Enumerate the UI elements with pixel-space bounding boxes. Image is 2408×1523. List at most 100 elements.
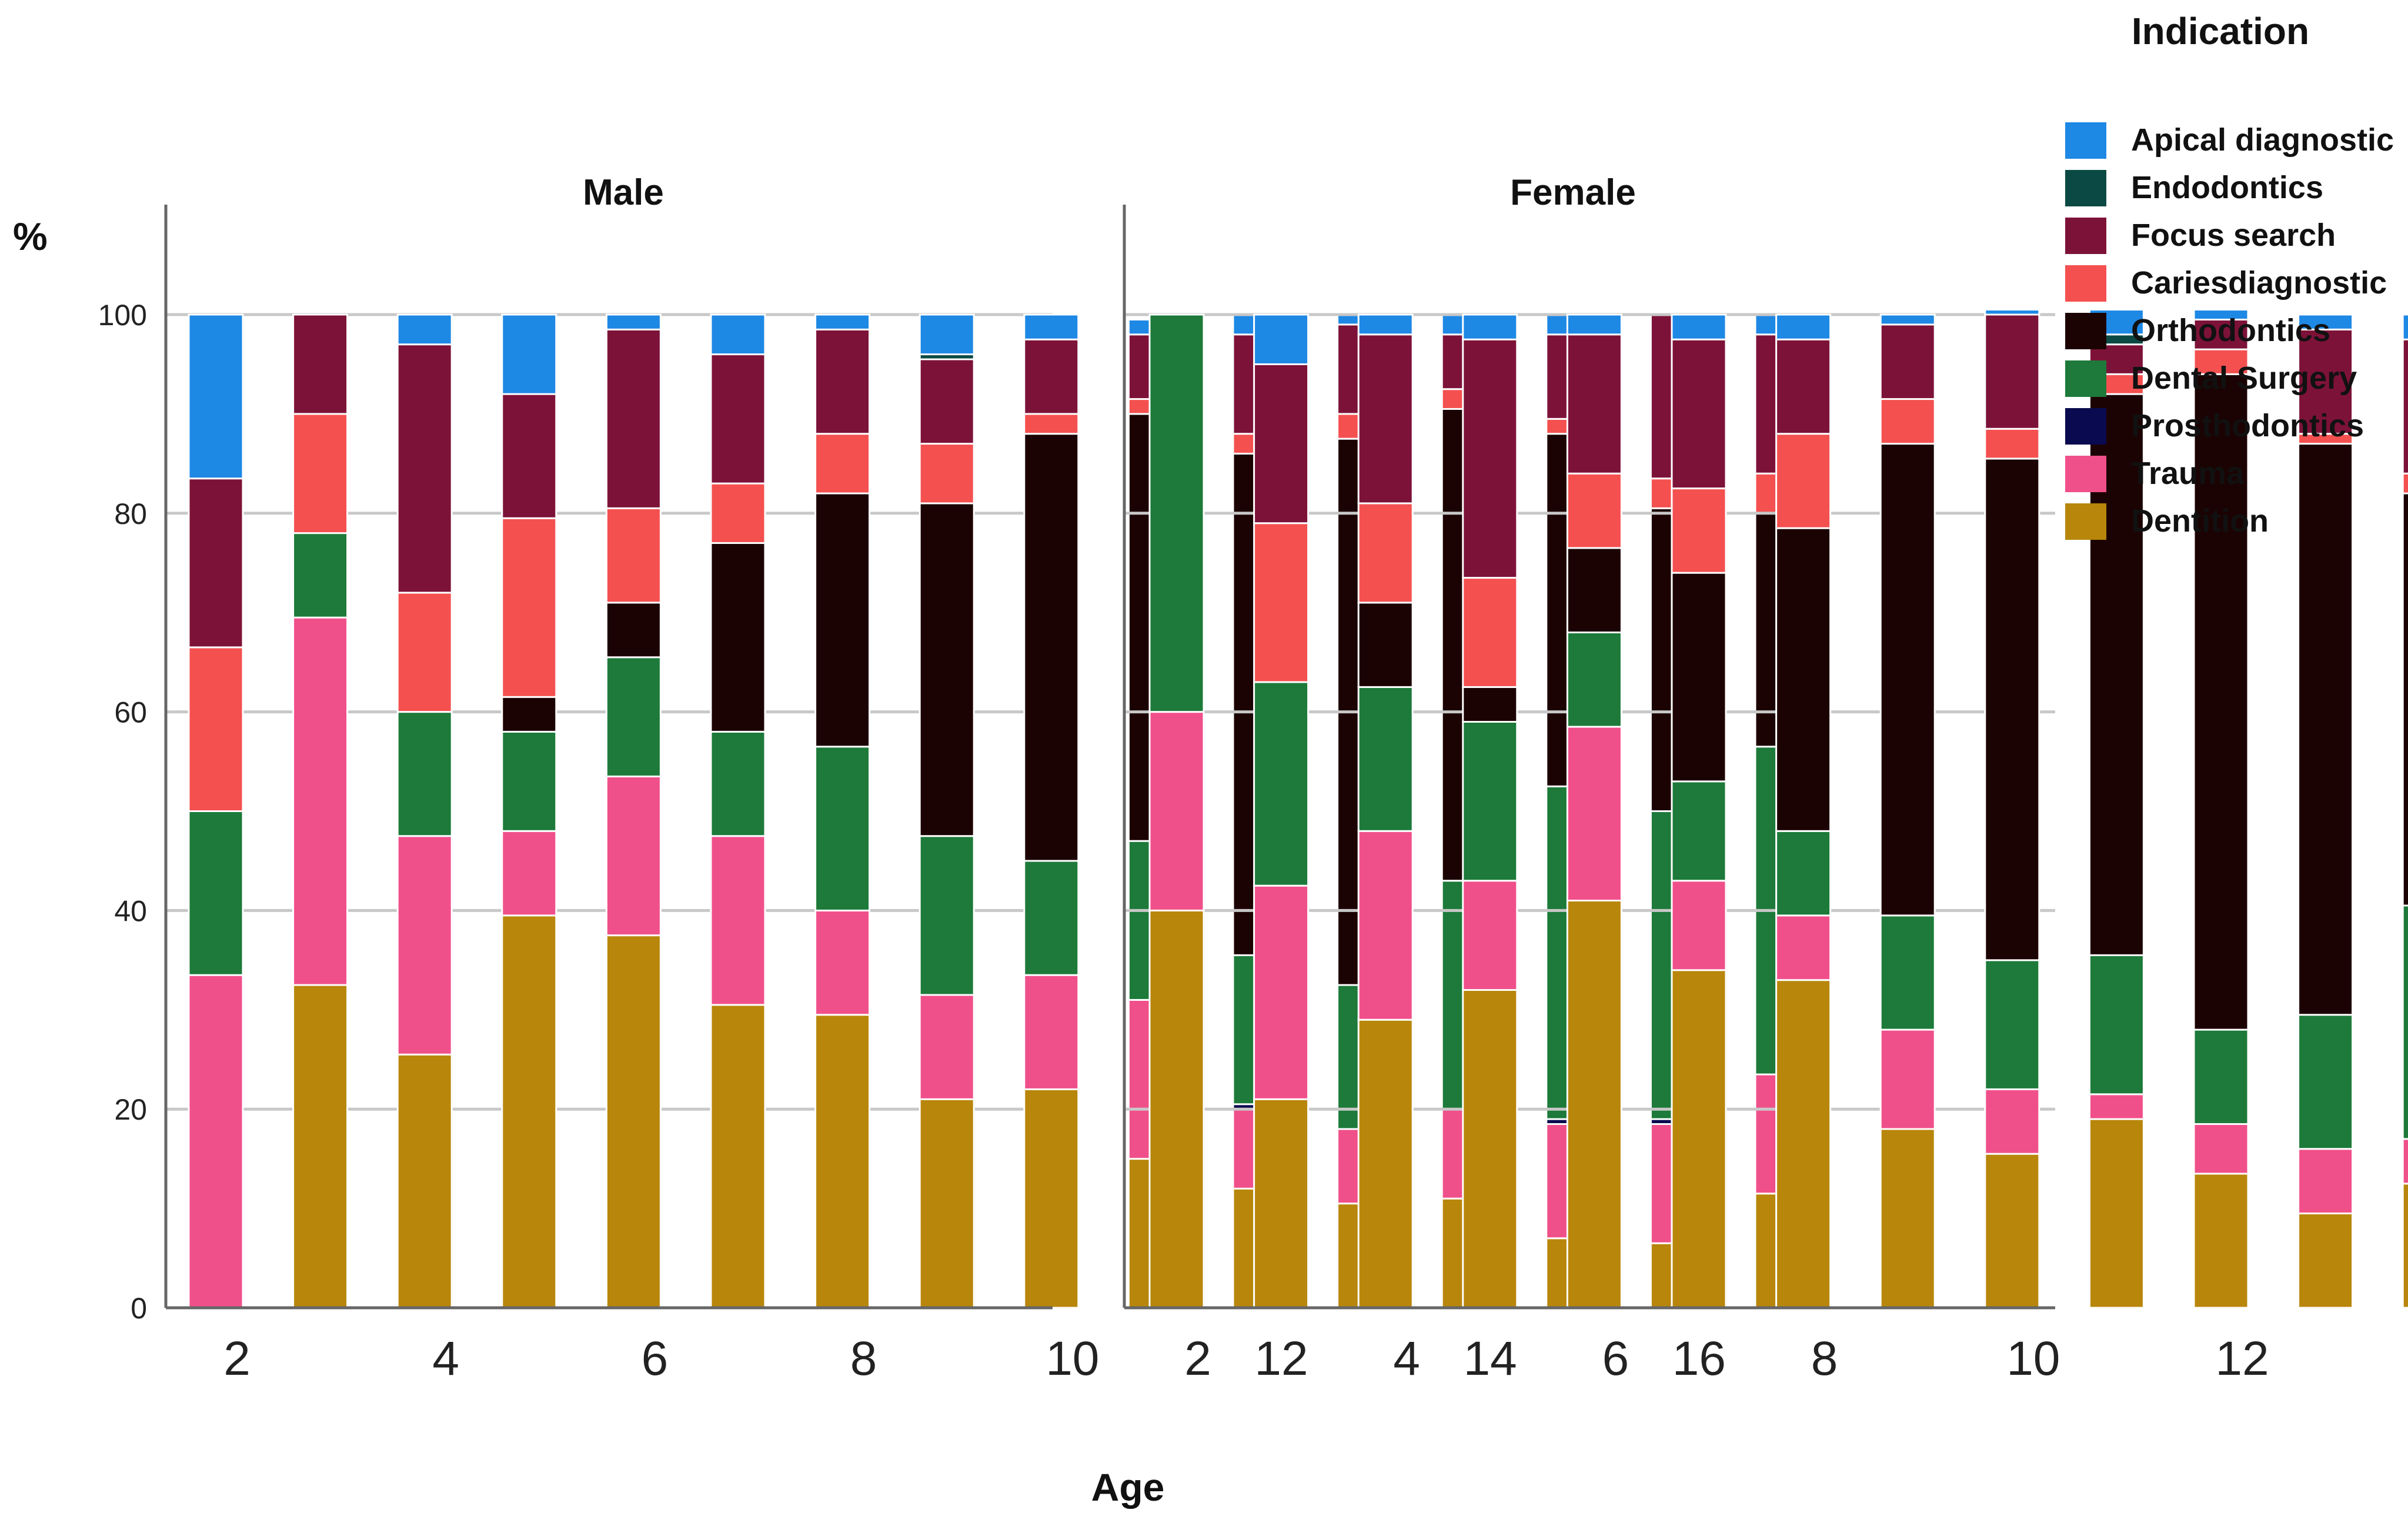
legend-swatch <box>2065 456 2106 492</box>
x-tick-label: 2 <box>1184 1332 1211 1385</box>
bar-segment-orthodontics-age-7 <box>710 542 766 733</box>
bar-segment-dental-surgery-age-5 <box>1462 720 1518 882</box>
bar-segment-trauma-age-5 <box>1462 880 1518 991</box>
bar-segment-dental-surgery-age-9 <box>919 835 975 996</box>
bar-segment-dentition-age-9 <box>919 1098 975 1309</box>
bar-segment-focus-search-age-2 <box>188 477 244 649</box>
bar-segment-orthodontics-age-6 <box>605 602 662 659</box>
bar-segment-cariesdiagnostic-age-5 <box>501 517 557 698</box>
legend-label: Orthodontics <box>2131 313 2330 348</box>
legend-swatch <box>2065 360 2106 397</box>
bar-segment-focus-search-age-7 <box>1671 338 1727 490</box>
bar-segment-cariesdiagnostic-age-2 <box>188 646 244 812</box>
bar-segment-focus-search-age-10 <box>1023 338 1080 415</box>
x-tick-label: 2 <box>223 1332 251 1385</box>
bar-segment-dentition-age-6 <box>605 934 662 1309</box>
bar-segment-focus-search-age-7 <box>710 353 766 485</box>
bar-segment-cariesdiagnostic-age-6 <box>1566 472 1622 549</box>
legend-entries: Apical diagnostic Endodontics Focus search… <box>2065 122 2394 540</box>
bar-segment-orthodontics-age-8 <box>814 492 871 748</box>
bar-segment-apical-diagnostic-age-5 <box>1462 313 1518 340</box>
x-tick-label: 6 <box>642 1332 669 1385</box>
bar-segment-trauma-age-8 <box>814 909 871 1016</box>
bar-segment-cariesdiagnostic-age-3 <box>1253 522 1310 683</box>
bar-segment-trauma-age-7 <box>710 835 766 1006</box>
bar-segment-dentition-age-7 <box>710 1004 766 1309</box>
panel-title: Male <box>583 172 664 213</box>
bar-segment-trauma-age-13 <box>2297 1148 2354 1215</box>
bar-segment-focus-search-age-6 <box>1566 333 1622 475</box>
bar-segment-dental-surgery-age-3 <box>292 532 349 619</box>
legend-item-orthodontics: Orthodontics <box>2065 313 2330 349</box>
bar-segment-dental-surgery-age-2 <box>1148 313 1205 713</box>
panel-female: 2 4 6 8 10 12 14 16 Female <box>1123 172 2408 1385</box>
bar-segment-cariesdiagnostic-age-6 <box>605 507 662 604</box>
legend-item-dentition: Dentition <box>2065 503 2269 540</box>
bar-segment-focus-search-age-9 <box>1879 323 1936 400</box>
legend-label: Endodontics <box>2131 170 2323 205</box>
bar-segment-trauma-age-10 <box>1984 1088 2040 1155</box>
panels-layer: 020406080100246810121416Male246810121416… <box>98 172 2408 1385</box>
bar-segment-apical-diagnostic-age-6 <box>605 313 662 330</box>
y-tick-label: 100 <box>98 299 147 332</box>
bar-segment-trauma-age-3 <box>292 616 349 986</box>
bar-segment-focus-search-age-14 <box>2402 338 2408 475</box>
bar-segment-trauma-age-2 <box>188 974 244 1309</box>
bar-segment-cariesdiagnostic-age-4 <box>1357 502 1414 604</box>
bar-segment-dental-surgery-age-12 <box>2193 1028 2249 1125</box>
bar-segment-focus-search-age-10 <box>1984 313 2040 430</box>
bar-segment-focus-search-age-12 <box>2193 318 2249 350</box>
bar-segment-trauma-age-4 <box>396 835 453 1056</box>
bar-segment-orthodontics-age-5 <box>1462 686 1518 723</box>
bar-segment-cariesdiagnostic-age-9 <box>919 443 975 505</box>
bar-segment-dentition-age-9 <box>1879 1128 1936 1309</box>
bar-segment-cariesdiagnostic-age-10 <box>1984 427 2040 460</box>
bar-segment-apical-diagnostic-age-10 <box>1023 313 1080 340</box>
bar-segment-trauma-age-12 <box>2193 1123 2249 1175</box>
x-tick-label: 16 <box>1672 1332 1726 1385</box>
bar-segment-dental-surgery-age-6 <box>1566 631 1622 728</box>
bar-segment-cariesdiagnostic-age-14 <box>2402 472 2408 495</box>
bar-segment-dental-surgery-age-9 <box>1879 914 1936 1031</box>
bar-segment-apical-diagnostic-age-3 <box>1253 313 1310 365</box>
legend-title: Indication <box>2132 10 2309 52</box>
bar-segment-cariesdiagnostic-age-7 <box>710 482 766 544</box>
bar-segment-dentition-age-8 <box>814 1014 871 1309</box>
bar-segment-trauma-age-14 <box>2402 1138 2408 1185</box>
bar-segment-apical-diagnostic-age-4 <box>1357 313 1414 336</box>
bar-segment-trauma-age-3 <box>1253 884 1310 1100</box>
bar-segment-dentition-age-11 <box>2088 1118 2145 1309</box>
bar-segment-focus-search-age-8 <box>1775 338 1832 435</box>
bar-segment-cariesdiagnostic-age-12 <box>2193 348 2249 375</box>
bar-segment-orthodontics-age-4 <box>1357 602 1414 688</box>
x-tick-label: 4 <box>432 1332 459 1385</box>
legend-swatch <box>2065 503 2106 540</box>
bar-segment-orthodontics-age-10 <box>1984 457 2040 961</box>
bar-segment-trauma-age-4 <box>1357 830 1414 1021</box>
bar-segment-focus-search-age-5 <box>1462 338 1518 579</box>
bar-segment-dentition-age-5 <box>1462 989 1518 1309</box>
bar-segment-dentition-age-4 <box>1357 1018 1414 1309</box>
bar-segment-orthodontics-age-6 <box>1566 547 1622 633</box>
bar-segment-dentition-age-4 <box>396 1053 453 1309</box>
bar-segment-focus-search-age-3 <box>292 313 349 415</box>
bar-segment-dentition-age-10 <box>1984 1153 2040 1309</box>
bar-segment-dental-surgery-age-13 <box>2297 1014 2354 1150</box>
bar-segment-orthodontics-age-9 <box>1879 443 1936 917</box>
x-tick-label: 10 <box>1046 1332 1099 1385</box>
bar-segment-dental-surgery-age-14 <box>2402 904 2408 1140</box>
bar-segment-orthodontics-age-13 <box>2297 443 2354 1016</box>
bar-segment-focus-search-age-13 <box>2297 328 2354 435</box>
bar-segment-apical-diagnostic-age-9 <box>1879 313 1936 326</box>
bar-segment-focus-search-age-8 <box>814 328 871 435</box>
x-tick-label: 4 <box>1393 1332 1420 1385</box>
legend-swatch <box>2065 265 2106 302</box>
bar-segment-trauma-age-7 <box>1671 880 1727 971</box>
bar-segment-dental-surgery-age-5 <box>501 730 557 832</box>
bar-segment-dental-surgery-age-3 <box>1253 681 1310 887</box>
x-tick-label: 10 <box>2006 1332 2060 1385</box>
bar-segment-orthodontics-age-7 <box>1671 572 1727 783</box>
bar-segment-trauma-age-11 <box>2088 1093 2145 1120</box>
bar-segment-apical-diagnostic-age-8 <box>814 313 871 330</box>
bar-segment-focus-search-age-3 <box>1253 363 1310 525</box>
